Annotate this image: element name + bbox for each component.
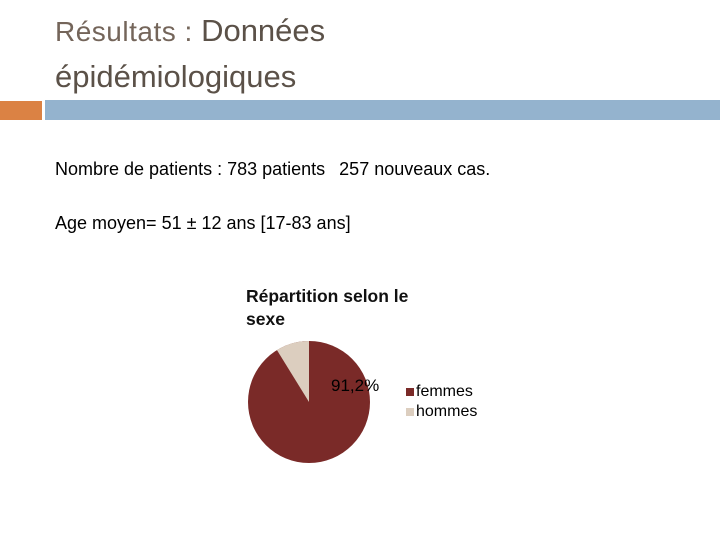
legend-label-hommes: hommes: [416, 403, 478, 420]
accent-bar-orange: [0, 101, 42, 120]
body-text-age: Age moyen= 51 ± 12 ans [17-83 ans]: [55, 213, 351, 233]
pie-data-label: 91,2%: [331, 376, 380, 395]
legend-swatch-hommes: [406, 408, 414, 416]
chart-legend: femmes hommes: [406, 382, 477, 422]
slide-title-emphasis: Données épidémiologiques: [55, 13, 326, 94]
legend-label-femmes: femmes: [416, 383, 473, 400]
accent-bar-blue: [45, 100, 720, 120]
body-text-patients: Nombre de patients : 783 patients 257 nou…: [55, 157, 490, 181]
pie-chart-group: Répartition selon le sexe 91,2% femmes h…: [230, 283, 530, 483]
pie-chart: [248, 341, 370, 463]
slide-title: Résultats : Données épidémiologiques: [55, 8, 455, 99]
legend-row-femmes: femmes: [406, 382, 477, 402]
patients-count-text: Nombre de patients : 783 patients: [55, 159, 326, 179]
pie-slice-hommes: [276, 341, 309, 402]
chart-title: Répartition selon le sexe: [246, 286, 409, 329]
new-cases-text: 257 nouveaux cas.: [339, 159, 491, 179]
legend-row-hommes: hommes: [406, 402, 477, 422]
legend-swatch-femmes: [406, 388, 414, 396]
slide-title-prefix: Résultats :: [55, 16, 202, 47]
